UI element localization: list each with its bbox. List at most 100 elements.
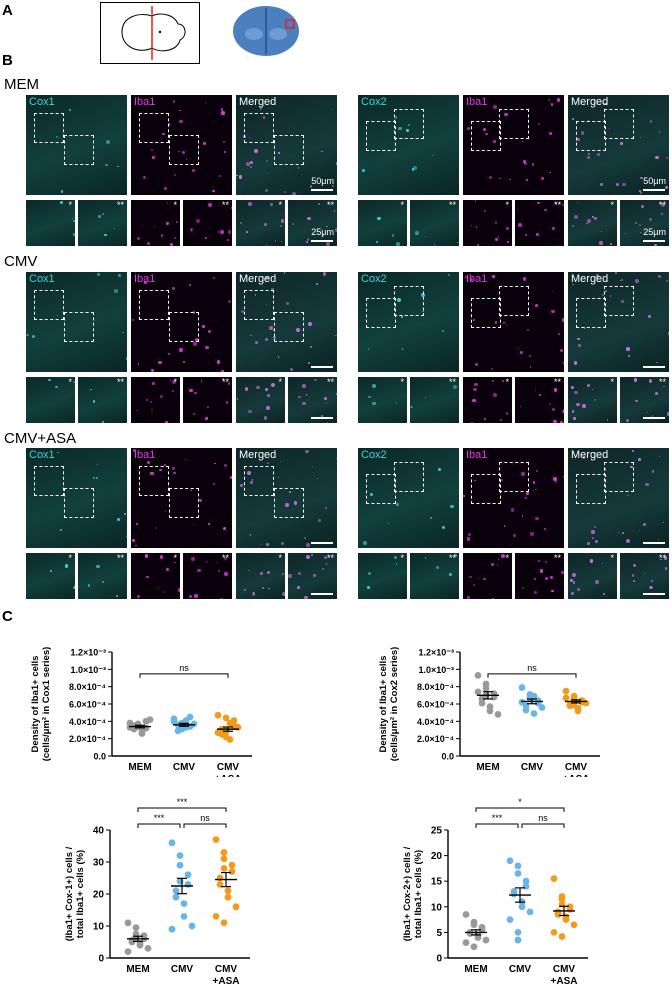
inset-mark: * [610,553,614,563]
cell-signal [649,120,653,124]
cell-signal [448,572,452,576]
cell-signal [71,217,74,220]
cell-signal [335,457,337,460]
cell-signal [471,225,473,227]
cell-signal [218,174,221,177]
y-axis-label: (Iba1+ Cox-1+) cells / [64,846,75,941]
y-tick-label: 0 [98,954,104,965]
cell-signal [189,595,193,599]
cell-signal [587,153,590,156]
cell-signal [211,189,215,193]
micrograph-mem-iba1: Iba1 [463,95,564,195]
cell-signal [68,422,71,423]
inset-mark: * [68,553,72,563]
cell-signal [206,405,210,409]
cell-signal [221,370,225,372]
cell-signal [321,150,323,153]
cell-signal [179,110,181,112]
cell-signal [525,496,528,499]
cell-signal [60,190,64,193]
data-point [222,714,230,722]
scale-bar [311,542,333,544]
data-point [486,707,494,715]
cell-signal [243,588,247,592]
cell-signal [236,398,239,400]
cell-signal [396,242,401,246]
cell-signal [372,402,376,406]
cell-signal [572,572,577,577]
cell-signal [335,227,337,232]
cell-signal [561,571,564,574]
inset-cox1: * [26,377,75,423]
cell-signal [494,221,498,224]
cell-signal [186,158,188,160]
cell-signal [576,137,580,142]
cell-signal [263,416,268,420]
cell-signal [666,412,669,416]
x-tick-label: CMV [217,762,240,773]
cell-signal [529,366,532,368]
data-point [562,687,570,695]
cell-signal [473,387,477,392]
inset-iba1: ** [515,200,564,246]
cell-signal [179,119,183,123]
cell-signal [519,351,523,354]
micrograph-cmv-merged: Merged [568,272,669,372]
significance-label: ns [538,813,548,823]
cell-signal [553,419,557,423]
cell-signal [661,203,665,207]
cell-signal [580,131,585,135]
cell-signal [538,122,541,126]
cell-signal [117,165,119,167]
cell-signal [131,318,135,322]
y-axis-label: Density of Iba1+ cells [30,656,41,753]
cell-signal [632,563,636,567]
cell-signal [587,218,592,223]
cell-signal [573,361,578,365]
cell-signal [201,325,205,329]
data-point [224,893,232,901]
cell-signal [477,244,479,246]
cell-signal [266,571,270,575]
cell-signal [104,233,107,237]
data-point [506,857,514,865]
cell-signal [582,404,586,408]
cell-signal [172,100,176,104]
inset-cox2: ** [410,377,459,423]
significance-label: *** [177,797,188,807]
cell-signal [393,555,398,560]
cell-signal [442,526,446,530]
inset-box [471,121,501,151]
cell-signal [190,230,193,232]
data-point [228,868,236,875]
cell-signal [151,408,154,411]
data-point [522,877,530,885]
micrograph-cmv-iba1: Iba1 [131,272,232,372]
cell-signal [468,533,472,537]
cell-signal [431,154,433,157]
cell-signal [633,378,638,382]
cell-signal [92,399,96,403]
data-point [172,893,180,901]
cell-signal [539,569,544,573]
inset-mark: ** [553,200,561,210]
cell-signal [501,554,505,558]
scale-bar [643,366,665,368]
scale-bar-label: 50μm [643,176,666,186]
cell-signal [195,337,200,342]
data-point [220,919,228,927]
cell-signal [665,157,668,160]
cell-signal [177,150,180,153]
cell-signal [466,537,471,541]
cell-signal [570,592,575,596]
cell-signal [250,334,252,337]
micrograph-cmv-asa-merged: Merged [236,448,337,548]
y-tick-label: 30 [93,858,105,869]
cell-signal [573,417,576,420]
inset-box [169,135,199,165]
cell-signal [101,580,104,584]
cell-signal [463,495,465,497]
cell-signal [286,301,289,305]
cell-signal [590,529,595,534]
cell-signal [535,516,539,521]
